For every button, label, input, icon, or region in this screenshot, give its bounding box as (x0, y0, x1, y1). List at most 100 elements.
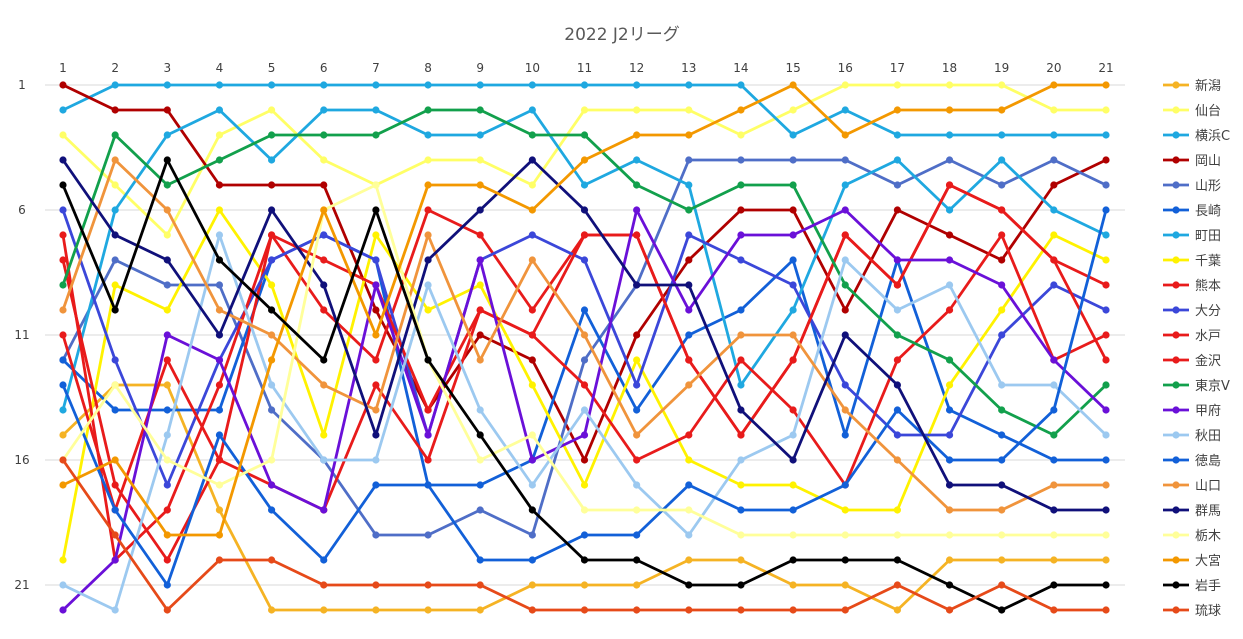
data-point (528, 606, 536, 614)
data-point (1102, 131, 1110, 139)
data-point (268, 281, 276, 289)
data-point (424, 281, 432, 289)
series-岩手 (59, 156, 1110, 614)
y-tick-label: 11 (14, 328, 29, 342)
data-point (789, 81, 797, 89)
data-point (528, 506, 536, 514)
data-point (163, 556, 171, 564)
data-point (685, 506, 693, 514)
data-point (841, 381, 849, 389)
data-point (372, 581, 380, 589)
data-point (841, 231, 849, 239)
legend-label: 岩手 (1195, 579, 1221, 594)
data-point (893, 181, 902, 189)
series-甲府 (59, 206, 1110, 614)
data-point (111, 106, 119, 114)
data-point (372, 231, 380, 239)
data-point (737, 406, 745, 414)
data-point (528, 106, 536, 114)
x-tick-label: 11 (577, 61, 592, 75)
legend-item: 山形 (1163, 179, 1221, 194)
data-point (737, 156, 745, 164)
data-point (841, 181, 849, 189)
data-point (268, 156, 276, 164)
legend-swatch-marker (1172, 431, 1180, 439)
data-point (945, 381, 954, 389)
data-point (424, 206, 432, 214)
x-axis-ticks: 1 2 3 4 5 6 7 8 9 10 11 12 13 14 15 16 17 18 19 20 21 (59, 61, 1113, 75)
data-point (476, 206, 484, 214)
data-point (372, 206, 380, 214)
data-point (580, 306, 589, 314)
data-point (59, 206, 67, 214)
data-point (111, 206, 119, 214)
data-point (528, 356, 536, 364)
data-point (945, 131, 954, 139)
data-point (633, 331, 641, 339)
data-point (215, 506, 224, 514)
data-point (59, 606, 67, 614)
x-tick-label: 15 (785, 61, 800, 75)
data-point (320, 281, 328, 289)
data-point (424, 156, 432, 164)
legend-swatch-marker (1172, 556, 1180, 564)
data-point (424, 531, 432, 539)
data-point (893, 131, 902, 139)
data-point (59, 256, 67, 264)
data-point (215, 481, 224, 489)
data-point (320, 81, 328, 89)
data-point (789, 406, 797, 414)
legend-label: 大宮 (1195, 553, 1221, 569)
series-水戸 (59, 231, 1110, 514)
data-point (372, 131, 380, 139)
data-point (268, 181, 276, 189)
data-point (424, 256, 432, 264)
data-point (685, 206, 693, 214)
data-point (163, 356, 171, 364)
data-point (215, 181, 224, 189)
data-point (163, 106, 171, 114)
data-point (841, 131, 849, 139)
data-point (424, 481, 432, 489)
data-point (1050, 606, 1058, 614)
legend-label: 甲府 (1195, 404, 1221, 419)
data-point (580, 556, 589, 564)
data-point (893, 206, 902, 214)
series-line (62, 83, 1107, 462)
data-point (789, 531, 797, 539)
data-point (945, 356, 954, 364)
data-point (1050, 356, 1058, 364)
data-point (893, 156, 902, 164)
data-point (215, 356, 224, 364)
data-point (111, 281, 119, 289)
data-point (841, 531, 849, 539)
data-point (789, 281, 797, 289)
data-point (476, 156, 484, 164)
legend-item: 群馬 (1163, 504, 1221, 519)
legend-swatch-marker (1172, 356, 1180, 364)
data-point (737, 531, 745, 539)
data-point (789, 456, 797, 464)
data-point (163, 456, 171, 464)
data-point (945, 106, 954, 114)
data-point (841, 306, 849, 314)
data-point (111, 256, 119, 264)
data-point (945, 156, 954, 164)
data-point (737, 556, 745, 564)
legend-item: 栃木 (1163, 529, 1221, 544)
legend-label: 大分 (1195, 304, 1221, 319)
data-point (685, 481, 693, 489)
data-point (580, 456, 589, 464)
data-point (998, 231, 1006, 239)
data-point (1102, 406, 1110, 414)
data-point (737, 131, 745, 139)
legend-swatch-marker (1172, 506, 1180, 514)
data-point (685, 456, 693, 464)
data-point (424, 106, 432, 114)
x-tick-label: 16 (838, 61, 853, 75)
legend-label: 水戸 (1195, 329, 1221, 344)
data-point (528, 256, 536, 264)
data-point (685, 356, 693, 364)
data-point (372, 181, 380, 189)
data-point (893, 456, 902, 464)
